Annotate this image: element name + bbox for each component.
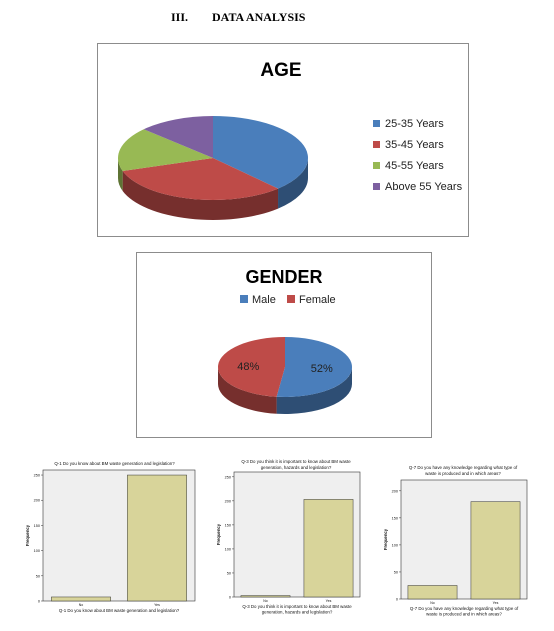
gender-legend-swatch (287, 295, 295, 303)
q1-bar-chart: Q-1 Do you know about BM waste generatio… (25, 456, 200, 619)
gender-pie: 52% 48% (217, 337, 352, 414)
q1-bar-chart-ytick-label: 150 (34, 524, 40, 528)
gender-pie-data-label: 48% (237, 361, 259, 373)
gender-pie-slice-side (218, 367, 277, 414)
age-chart-title: AGE (260, 60, 301, 81)
age-chart-svg: AGE 25-35 Years 35-45 Years 45-55 Years Abo… (118, 60, 463, 220)
gender-legend-swatch (240, 295, 248, 303)
q3-bar-chart-ytick-label: 50 (227, 571, 231, 575)
age-legend-swatch (373, 183, 380, 190)
q7-bar-chart-ytick-label: 50 (394, 570, 398, 574)
q7-bar-chart-ytick-label: 0 (396, 598, 398, 602)
q7-bar-chart-xtick-label: Yes (493, 601, 499, 605)
q3-bar-chart-ylabel: Frequency (216, 523, 221, 545)
q1-bar-chart-ylabel: Frequency (25, 524, 30, 546)
gender-chart-svg: GENDER Male Female 52% 48% (217, 267, 352, 414)
q3-bar-chart-ytick-label: 200 (225, 499, 231, 503)
age-legend-swatch (373, 162, 380, 169)
q3-bar-chart: Q-3 Do you think it is important to know… (204, 456, 376, 626)
q1-bar-chart-ytick-label: 0 (38, 600, 40, 604)
age-chart: AGE 25-35 Years 35-45 Years 45-55 Years Abo… (97, 43, 469, 237)
age-pie-slice-above-55-years (143, 116, 213, 158)
q7-bar-chart-title: Q-7 Do you have any knowledge regarding … (409, 465, 518, 470)
q3-bar-chart-xtick-label: No (263, 599, 268, 603)
age-pie-slice-45-55-years (118, 129, 213, 171)
q7-bar-chart-bar-yes (470, 501, 521, 600)
q1-bar-chart-xlabel: Q-1 Do you know about BM waste generatio… (59, 608, 180, 613)
q3-bar-chart-xtick-label: Yes (326, 599, 332, 603)
gender-legend-label: Male (252, 294, 276, 306)
age-legend-label: Above 55 Years (385, 181, 463, 193)
q7-bar-chart-ytick-label: 150 (392, 516, 398, 520)
gender-pie-slice-male (276, 337, 352, 397)
age-legend-label: 35-45 Years (385, 139, 444, 151)
age-pie-slice-25-35-years (213, 116, 309, 189)
q3-bar-chart-ytick-label: 250 (225, 475, 231, 479)
age-pie (118, 116, 309, 220)
gender-chart: GENDER Male Female 52% 48% (136, 252, 432, 438)
q1-bar-chart-svg: Q-1 Do you know about BM waste generatio… (25, 461, 196, 613)
q3-bar-chart-svg: Q-3 Do you think it is important to know… (216, 459, 361, 615)
q7-bar-chart-xlabel: waste is produced and in which areas? (426, 612, 502, 617)
q1-bar-chart-bar-yes (127, 474, 187, 602)
gender-pie-data-label: 52% (311, 363, 333, 375)
q3-bar-chart-title: generation, hazards and legislation? (261, 465, 332, 470)
gender-legend: Male Female (240, 294, 336, 306)
q7-bar-chart-bar-no (407, 585, 458, 600)
q3-bar-chart-bar-no (240, 595, 291, 598)
q3-bar-chart-xlabel: Q-3 Do you think it is important to know… (242, 604, 352, 609)
q3-bar-chart-ytick-label: 150 (225, 523, 231, 527)
q7-bar-chart-xlabel: Q-7 Do you have any knowledge regarding … (410, 606, 519, 611)
q7-bar-chart-ytick-label: 100 (392, 543, 398, 547)
q7-bar-chart-svg: Q-7 Do you have any knowledge regarding … (383, 465, 528, 617)
gender-legend-label: Female (299, 294, 336, 306)
q3-bar-chart-bar-yes (303, 499, 354, 598)
q1-bar-chart-ytick-label: 50 (36, 574, 40, 578)
q7-bar-chart-ytick-label: 200 (392, 489, 398, 493)
age-legend-swatch (373, 120, 380, 127)
age-legend-label: 45-55 Years (385, 160, 444, 172)
gender-pie-slice-side (276, 367, 352, 414)
q1-bar-chart-bar-no (51, 596, 111, 602)
q1-bar-chart-xtick-label: No (79, 603, 84, 607)
age-legend: 25-35 Years 35-45 Years 45-55 Years Above 5… (373, 118, 463, 193)
q7-bar-chart-xtick-label: No (430, 601, 435, 605)
gender-pie-slice-female (217, 337, 285, 397)
q3-bar-chart-xlabel: generation, hazards and legislation? (262, 610, 333, 615)
age-pie-slice-35-45-years (122, 158, 279, 201)
age-pie-slice-side (278, 158, 308, 209)
age-legend-swatch (373, 141, 380, 148)
age-legend-label: 25-35 Years (385, 118, 444, 130)
q1-bar-chart-ytick-label: 200 (34, 499, 40, 503)
q1-bar-chart-ytick-label: 250 (34, 474, 40, 478)
q1-bar-chart-xtick-label: Yes (154, 603, 160, 607)
gender-chart-title: GENDER (245, 267, 322, 287)
q1-bar-chart-title: Q-1 Do you know about BM waste generatio… (54, 461, 175, 466)
age-pie-slice-side (122, 170, 279, 220)
age-pie-slice-side (118, 158, 123, 191)
q1-bar-chart-ytick-label: 100 (34, 549, 40, 553)
section-title: DATA ANALYSIS (212, 10, 306, 24)
section-number: III. (171, 10, 189, 24)
q7-bar-chart-title: waste is produced and in which areas? (425, 471, 501, 476)
q3-bar-chart-title: Q-3 Do you think it is important to know… (241, 459, 351, 464)
q3-bar-chart-ytick-label: 100 (225, 547, 231, 551)
q7-bar-chart: Q-7 Do you have any knowledge regarding … (383, 464, 533, 626)
q7-bar-chart-ylabel: Frequency (383, 528, 388, 550)
q3-bar-chart-ytick-label: 0 (229, 596, 231, 600)
